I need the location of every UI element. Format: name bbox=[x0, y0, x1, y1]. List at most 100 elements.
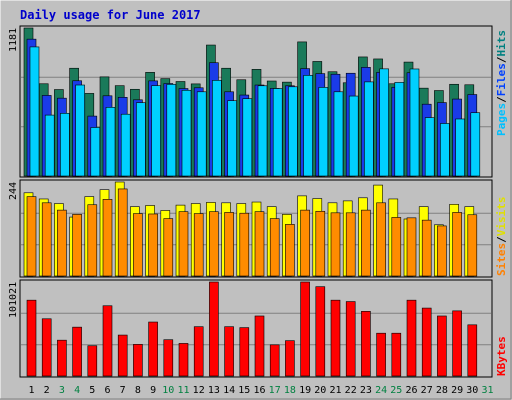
x-tick-label: 7 bbox=[120, 385, 126, 396]
bar-pages-day-12 bbox=[196, 91, 207, 177]
x-tick-label: 4 bbox=[74, 385, 80, 396]
bars bbox=[23, 27, 481, 377]
bar-kbytes-day-21 bbox=[330, 299, 341, 377]
x-tick-label: 15 bbox=[238, 385, 250, 396]
x-tick-label: 22 bbox=[345, 385, 357, 396]
legend-pages: Pages bbox=[495, 103, 508, 136]
bar-sites-day-5 bbox=[87, 204, 98, 277]
bar-kbytes-day-22 bbox=[345, 301, 356, 377]
bar-pages-day-4 bbox=[75, 84, 85, 177]
bar-kbytes-day-14 bbox=[224, 326, 234, 377]
bar-sites-day-1 bbox=[26, 196, 37, 277]
legend-sites-visits: Sites/Visits bbox=[495, 197, 508, 277]
legend-hits-files-pages: Pages/Files/Hits bbox=[495, 30, 508, 136]
legend-hits: Hits bbox=[495, 30, 508, 57]
bar-sites-day-26 bbox=[406, 217, 417, 277]
bar-pages-day-10 bbox=[166, 84, 177, 177]
bar-kbytes-day-13 bbox=[209, 281, 219, 377]
bar-pages-day-21 bbox=[333, 91, 344, 177]
bar-kbytes-day-26 bbox=[406, 299, 417, 377]
bar-kbytes-day-12 bbox=[193, 326, 204, 377]
bar-pages-day-18 bbox=[288, 86, 298, 177]
bar-sites-day-29 bbox=[452, 212, 462, 277]
bar-sites-day-8 bbox=[133, 213, 143, 277]
x-tick-label: 2 bbox=[44, 385, 50, 396]
y-max-label-hits: 1181 bbox=[8, 28, 19, 52]
bar-sites-day-18 bbox=[285, 224, 295, 277]
bar-pages-day-11 bbox=[181, 89, 192, 177]
bar-kbytes-day-9 bbox=[148, 321, 158, 377]
x-tick-label: 13 bbox=[208, 385, 220, 396]
x-tick-label: 11 bbox=[177, 385, 189, 396]
bar-pages-day-27 bbox=[424, 117, 435, 177]
bar-pages-day-9 bbox=[151, 85, 161, 177]
bar-kbytes-day-8 bbox=[133, 344, 143, 377]
bar-sites-day-17 bbox=[269, 218, 280, 277]
bar-pages-day-19 bbox=[303, 75, 313, 177]
bar-kbytes-day-23 bbox=[361, 311, 371, 377]
y-max-label-kbytes: 101021 bbox=[8, 282, 19, 318]
legend-separator: / bbox=[495, 56, 508, 63]
legend-kbytes: KBytes bbox=[495, 336, 508, 376]
x-tick-label: 6 bbox=[104, 385, 110, 396]
x-tick-label: 20 bbox=[314, 385, 326, 396]
bar-kbytes-day-19 bbox=[300, 281, 310, 377]
bar-sites-day-9 bbox=[148, 213, 158, 277]
bar-sites-day-30 bbox=[467, 214, 478, 277]
x-tick-label: 25 bbox=[390, 385, 402, 396]
bar-pages-day-22 bbox=[348, 95, 359, 177]
bar-sites-day-12 bbox=[193, 213, 204, 277]
bar-pages-day-26 bbox=[409, 68, 420, 177]
bar-pages-day-29 bbox=[455, 118, 465, 177]
bar-kbytes-day-24 bbox=[376, 332, 386, 377]
bar-pages-day-13 bbox=[212, 80, 222, 177]
bar-kbytes-day-5 bbox=[87, 345, 98, 377]
bar-sites-day-3 bbox=[57, 209, 67, 277]
x-tick-label: 28 bbox=[436, 385, 448, 396]
x-tick-label: 17 bbox=[269, 385, 281, 396]
x-tick-label: 1 bbox=[28, 385, 34, 396]
bar-pages-day-14 bbox=[227, 100, 237, 177]
bar-sites-day-10 bbox=[163, 218, 174, 277]
legend-visits: Visits bbox=[495, 197, 508, 237]
x-tick-label: 26 bbox=[405, 385, 417, 396]
x-tick-label: 12 bbox=[193, 385, 205, 396]
bar-kbytes-day-16 bbox=[254, 315, 265, 377]
x-tick-label: 16 bbox=[253, 385, 265, 396]
bar-pages-day-3 bbox=[60, 113, 70, 177]
x-tick-label: 8 bbox=[135, 385, 141, 396]
bar-sites-day-19 bbox=[300, 209, 310, 277]
bar-kbytes-day-1 bbox=[26, 299, 37, 377]
bar-pages-day-15 bbox=[242, 98, 253, 177]
bar-kbytes-day-15 bbox=[239, 327, 250, 377]
x-tick-label: 24 bbox=[375, 385, 387, 396]
x-tick-label: 3 bbox=[59, 385, 65, 396]
bar-pages-day-30 bbox=[470, 112, 481, 177]
bar-pages-day-8 bbox=[136, 102, 146, 177]
bar-kbytes-day-20 bbox=[315, 286, 326, 377]
bar-kbytes-day-25 bbox=[391, 332, 402, 377]
x-tick-label: 21 bbox=[329, 385, 341, 396]
bar-pages-day-5 bbox=[90, 127, 101, 177]
bar-sites-day-25 bbox=[391, 217, 402, 277]
chart-title: Daily usage for June 2017 bbox=[20, 8, 201, 22]
x-tick-label: 19 bbox=[299, 385, 311, 396]
bar-kbytes-day-18 bbox=[285, 340, 295, 377]
bar-kbytes-day-28 bbox=[437, 315, 447, 377]
bar-sites-day-23 bbox=[361, 209, 371, 277]
bar-sites-day-21 bbox=[330, 212, 341, 277]
bar-kbytes-day-11 bbox=[178, 343, 189, 377]
bar-sites-day-7 bbox=[117, 188, 128, 277]
bar-sites-day-13 bbox=[209, 211, 219, 277]
bar-sites-day-14 bbox=[224, 212, 234, 277]
legend-separator: / bbox=[495, 96, 508, 103]
bar-kbytes-day-27 bbox=[421, 307, 432, 377]
x-tick-label: 18 bbox=[284, 385, 296, 396]
bar-pages-day-20 bbox=[318, 87, 329, 177]
bar-kbytes-day-29 bbox=[452, 310, 462, 377]
bar-sites-day-4 bbox=[72, 214, 82, 277]
bar-sites-day-24 bbox=[376, 202, 386, 277]
y-max-label-visits: 244 bbox=[8, 182, 19, 200]
bar-pages-day-23 bbox=[364, 81, 374, 177]
bar-sites-day-15 bbox=[239, 212, 250, 277]
